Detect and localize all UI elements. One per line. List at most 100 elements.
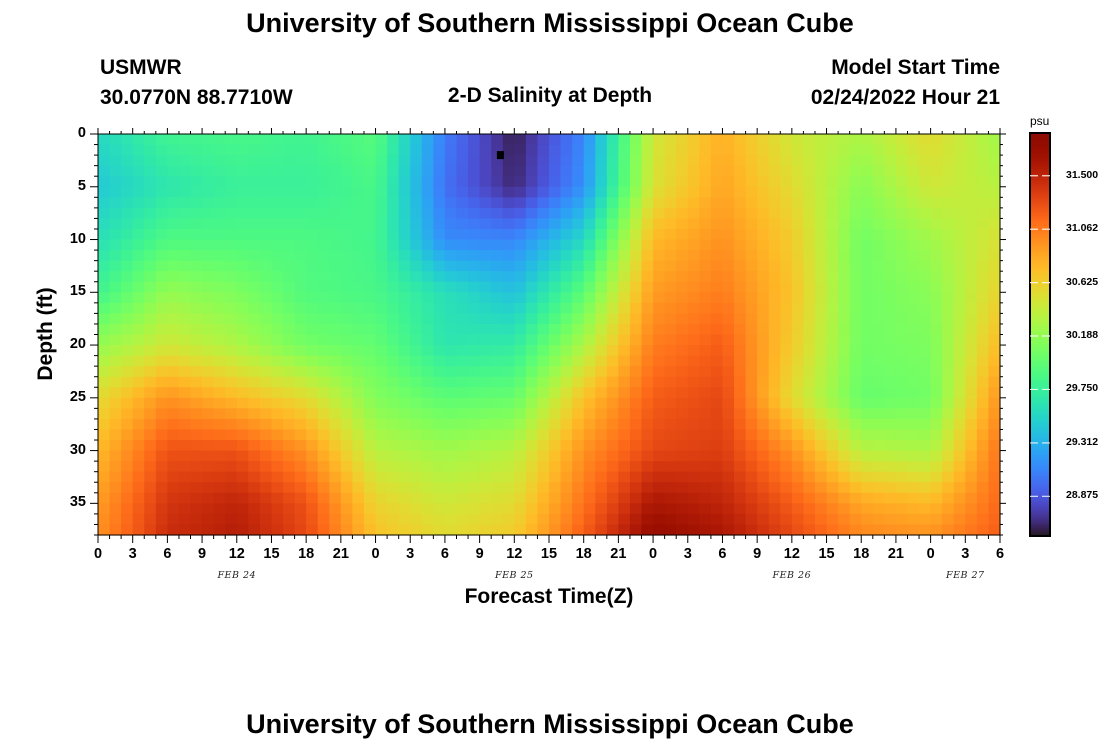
heatmap-cell	[745, 471, 758, 483]
heatmap-cell	[236, 260, 249, 272]
heatmap-cell	[722, 345, 735, 357]
heatmap-cell	[849, 176, 862, 188]
heatmap-cell	[387, 281, 400, 293]
heatmap-cell	[861, 186, 874, 198]
heatmap-cell	[907, 144, 920, 156]
heatmap-cell	[514, 207, 527, 220]
heatmap-cell	[468, 144, 481, 156]
heatmap-cell	[595, 376, 608, 388]
heatmap-cell	[387, 250, 400, 262]
heatmap-cell	[826, 355, 839, 367]
heatmap-cell	[618, 440, 631, 452]
heatmap-cell	[98, 228, 111, 241]
heatmap-cell	[803, 482, 816, 494]
heatmap-cell	[826, 524, 839, 536]
heatmap-cell	[572, 461, 585, 473]
heatmap-cell	[572, 450, 585, 462]
colorbar-segment	[1030, 213, 1050, 217]
heatmap-cell	[525, 492, 539, 504]
heatmap-cell	[687, 207, 700, 220]
heatmap-cell	[768, 313, 781, 325]
heatmap-cell	[838, 281, 851, 293]
heatmap-cell	[410, 492, 423, 504]
colorbar-segment	[1030, 523, 1050, 527]
heatmap-cell	[965, 461, 978, 473]
heatmap-cell	[953, 334, 966, 346]
heatmap-cell	[687, 397, 700, 409]
heatmap-cell	[780, 408, 793, 420]
heatmap-cell	[225, 471, 238, 483]
heatmap-cell	[699, 387, 712, 399]
heatmap-cell	[387, 176, 400, 188]
heatmap-cell	[606, 155, 619, 167]
heatmap-cell	[988, 387, 1001, 399]
colorbar-segment	[1030, 380, 1050, 384]
heatmap-cell	[791, 482, 805, 494]
heatmap-cell	[306, 524, 319, 536]
heatmap-cell	[178, 397, 192, 409]
heatmap-cell	[780, 355, 793, 367]
heatmap-cell	[745, 482, 758, 494]
heatmap-cell	[537, 134, 550, 146]
heatmap-cell	[236, 376, 249, 388]
heatmap-cell	[132, 239, 145, 251]
heatmap-cell	[468, 334, 481, 346]
heatmap-cell	[410, 323, 423, 336]
heatmap-cell	[664, 134, 677, 146]
heatmap-cell	[444, 345, 458, 357]
heatmap-cell	[144, 408, 157, 420]
heatmap-cell	[942, 292, 955, 304]
heatmap-cell	[895, 155, 909, 167]
heatmap-cell	[734, 271, 747, 283]
heatmap-cell	[294, 186, 307, 198]
heatmap-cell	[398, 165, 411, 177]
colorbar-segment	[1030, 282, 1050, 285]
heatmap-cell	[629, 440, 643, 452]
heatmap-cell	[491, 197, 504, 209]
heatmap-cell	[502, 176, 515, 188]
heatmap-cell	[572, 334, 585, 346]
heatmap-cell	[919, 482, 932, 494]
heatmap-cell	[942, 313, 955, 325]
heatmap-cell	[618, 134, 631, 146]
heatmap-cell	[144, 376, 157, 388]
heatmap-cell	[421, 345, 434, 357]
heatmap-cell	[861, 355, 874, 367]
heatmap-cell	[572, 228, 585, 241]
heatmap-cell	[791, 408, 805, 420]
heatmap-cell	[456, 524, 469, 536]
heatmap-cell	[225, 197, 238, 209]
heatmap-cell	[722, 292, 735, 304]
heatmap-cell	[340, 302, 354, 314]
heatmap-cell	[178, 524, 192, 536]
heatmap-cell	[363, 429, 377, 441]
heatmap-cell	[98, 134, 111, 146]
colorbar-segment	[1030, 312, 1050, 315]
heatmap-cell	[363, 450, 377, 462]
heatmap-cell	[202, 429, 215, 441]
heatmap-cell	[653, 513, 666, 526]
heatmap-cell	[433, 228, 446, 241]
heatmap-cell	[514, 197, 527, 209]
heatmap-cell	[178, 292, 192, 304]
colorbar-segment	[1030, 139, 1050, 142]
heatmap-cell	[676, 387, 689, 399]
heatmap-cell	[109, 323, 122, 336]
heatmap-cell	[98, 218, 111, 230]
heatmap-cell	[363, 387, 377, 399]
colorbar-tick-label: 30.188	[1066, 328, 1099, 341]
heatmap-cell	[178, 176, 192, 188]
heatmap-cell	[317, 292, 330, 304]
heatmap-cell	[178, 207, 192, 220]
heatmap-cell	[803, 397, 816, 409]
heatmap-cell	[259, 218, 273, 230]
colorbar-segment	[1030, 257, 1050, 261]
heatmap-cell	[606, 450, 619, 462]
heatmap-cell	[757, 302, 770, 314]
heatmap-cell	[722, 461, 735, 473]
heatmap-cell	[468, 482, 481, 494]
heatmap-cell	[907, 471, 920, 483]
heatmap-cell	[676, 176, 689, 188]
heatmap-cell	[259, 186, 273, 198]
heatmap-cell	[329, 492, 342, 504]
